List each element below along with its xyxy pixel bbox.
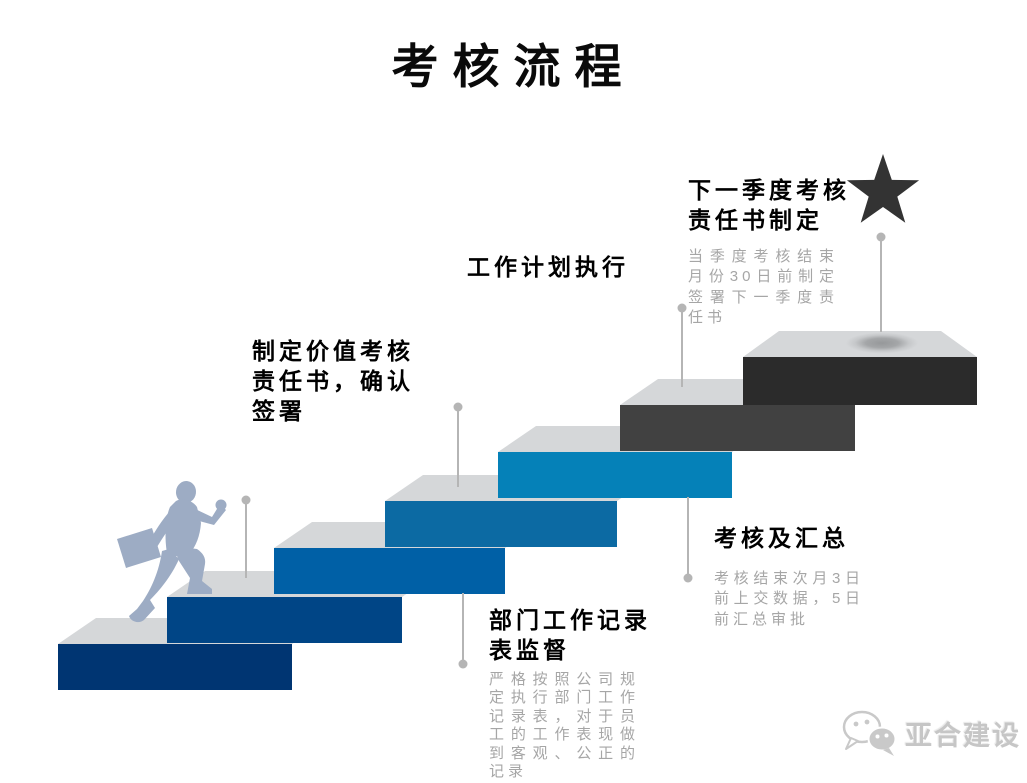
step-7-front [743, 357, 977, 405]
wechat-icon [842, 710, 897, 756]
annotation-work-plan: 工作计划执行 [467, 253, 629, 283]
goal-star-icon [846, 154, 920, 223]
figure-briefcase [117, 528, 161, 568]
annotation-title: 制定价值考核责任书，确认签署 [252, 338, 414, 424]
step-2-front [167, 597, 402, 643]
step-1-front [58, 644, 292, 690]
connector-lines [245, 237, 882, 664]
connector-dot [453, 402, 463, 412]
annotation-title: 下一季度考核责任书制定 [688, 177, 850, 233]
annotation-body: 严格按照公司规定执行部门工作记录表，对于员工的工作表现做到客观、公正的记录 [489, 670, 639, 780]
watermark-label: 亚合建设 [905, 720, 1021, 751]
annotation-record: 部门工作记录表监督 严格按照公司规定执行部门工作记录表，对于员工的工作表现做到客… [489, 606, 667, 781]
annotation-title: 部门工作记录表监督 [489, 607, 651, 663]
figure-front-arm [188, 504, 226, 525]
connector-dot [683, 573, 693, 583]
connector-dots [241, 232, 886, 669]
annotation-responsibility: 制定价值考核责任书，确认签署 [252, 337, 430, 427]
step-6-front [620, 405, 855, 451]
annotation-title: 工作计划执行 [467, 254, 629, 280]
climbing-businessman-icon [117, 481, 227, 623]
connector-dot [876, 232, 886, 242]
annotation-body: 考核结束次月3日前上交数据，5日前汇总审批 [714, 569, 864, 628]
figure-rear-leg [129, 549, 179, 623]
connector-dot [241, 495, 251, 505]
annotation-title: 考核及汇总 [714, 525, 849, 551]
step-4-front [385, 501, 617, 547]
wechat-watermark: 亚合建设 [840, 708, 1021, 758]
figure-front-leg [173, 546, 212, 594]
figure-fist [215, 499, 227, 511]
platform-hole [846, 332, 918, 354]
figure-head [175, 481, 197, 503]
annotation-next-quarter: 下一季度考核责任书制定 当季度考核结束月份30日前制定签署下一季度责任书 [688, 176, 860, 329]
step-5-front [498, 452, 732, 498]
connector-dot [458, 659, 468, 669]
annotation-body: 当季度考核结束月份30日前制定签署下一季度责任书 [688, 247, 838, 327]
page-title: 考核流程 [391, 40, 636, 93]
step-3-front [274, 548, 505, 594]
annotation-assessment: 考核及汇总 考核结束次月3日前上交数据，5日前汇总审批 [714, 524, 892, 631]
connector-dot [677, 303, 687, 313]
